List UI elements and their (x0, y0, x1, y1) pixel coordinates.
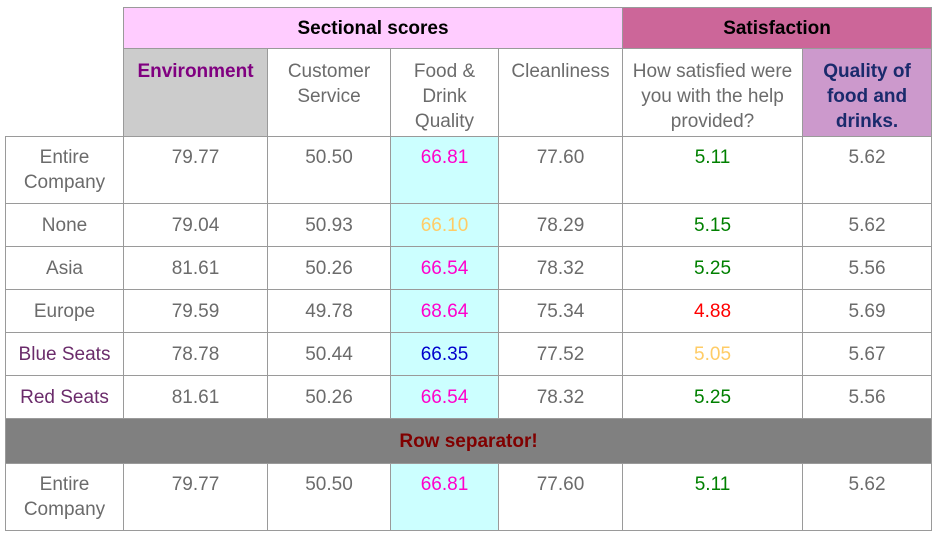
food-drink-quality-cell: 66.35 (390, 332, 499, 376)
quality-food-drinks-cell: 5.62 (802, 463, 933, 531)
corner-blank (6, 49, 124, 137)
cleanliness-cell: 77.60 (497, 136, 624, 204)
quality-food-drinks-cell: 5.56 (802, 246, 933, 290)
scores-table: Sectional scores Satisfaction Environmen… (4, 7, 933, 531)
customer-service-cell: 50.26 (267, 375, 391, 419)
row-label: None (5, 203, 124, 247)
row-separator: Row separator! (4, 418, 933, 464)
environment-cell: 79.77 (123, 136, 268, 204)
separator-row: Row separator! (4, 418, 933, 464)
row-label: Entire Company (5, 136, 124, 204)
help-satisfaction-cell: 4.88 (622, 289, 804, 333)
help-satisfaction-cell: 5.15 (622, 203, 804, 247)
food-drink-quality-cell: 66.54 (390, 246, 499, 290)
help-satisfaction-cell: 5.11 (622, 463, 804, 531)
table-row: None 79.04 50.93 66.10 78.29 5.15 5.62 (5, 203, 933, 247)
food-drink-quality-cell: 66.81 (390, 136, 499, 204)
cleanliness-cell: 77.52 (497, 332, 624, 376)
cleanliness-cell: 77.60 (497, 463, 624, 531)
row-label: Entire Company (5, 463, 124, 531)
column-header-customer-service: Customer Service (267, 48, 391, 137)
customer-service-cell: 49.78 (267, 289, 391, 333)
row-label: Europe (5, 289, 124, 333)
customer-service-cell: 50.26 (267, 246, 391, 290)
column-header-food-drink-quality: Food & Drink Quality (390, 48, 499, 137)
corner-blank (6, 8, 124, 49)
help-satisfaction-cell: 5.25 (622, 246, 804, 290)
column-header-row: Environment Customer Service Food & Drin… (6, 48, 933, 137)
quality-food-drinks-cell: 5.62 (802, 136, 933, 204)
quality-food-drinks-cell: 5.69 (802, 289, 933, 333)
table-row: Europe 79.59 49.78 68.64 75.34 4.88 5.69 (5, 289, 933, 333)
column-header-environment: Environment (123, 48, 268, 137)
quality-food-drinks-cell: 5.56 (802, 375, 933, 419)
food-drink-quality-cell: 66.81 (390, 463, 499, 531)
row-label: Asia (5, 246, 124, 290)
customer-service-cell: 50.50 (267, 136, 391, 204)
sectional-scores-header: Sectional scores (122, 7, 624, 49)
food-drink-quality-cell: 66.54 (390, 375, 499, 419)
help-satisfaction-cell: 5.11 (622, 136, 804, 204)
environment-cell: 79.59 (123, 289, 268, 333)
food-drink-quality-cell: 68.64 (390, 289, 499, 333)
environment-cell: 79.77 (123, 463, 268, 531)
customer-service-cell: 50.50 (267, 463, 391, 531)
column-header-quality-food-drinks: Quality of food and drinks. (802, 48, 933, 137)
quality-food-drinks-cell: 5.67 (802, 332, 933, 376)
column-header-help-satisfaction: How satisfied were you with the help pro… (622, 48, 804, 137)
food-drink-quality-cell: 66.10 (390, 203, 499, 247)
table-row: Blue Seats 78.78 50.44 66.35 77.52 5.05 … (5, 332, 933, 376)
cleanliness-cell: 78.29 (497, 203, 624, 247)
customer-service-cell: 50.93 (267, 203, 391, 247)
cleanliness-cell: 78.32 (497, 246, 624, 290)
cleanliness-cell: 78.32 (497, 375, 624, 419)
row-label: Blue Seats (5, 332, 124, 376)
quality-food-drinks-cell: 5.62 (802, 203, 933, 247)
cleanliness-cell: 75.34 (497, 289, 624, 333)
help-satisfaction-cell: 5.25 (622, 375, 804, 419)
group-header-row: Sectional scores Satisfaction (6, 7, 933, 49)
table-row: Entire Company 79.77 50.50 66.81 77.60 5… (5, 136, 933, 204)
help-satisfaction-cell: 5.05 (622, 332, 804, 376)
table-row: Red Seats 81.61 50.26 66.54 78.32 5.25 5… (5, 375, 933, 419)
environment-cell: 81.61 (123, 246, 268, 290)
table-row: Asia 81.61 50.26 66.54 78.32 5.25 5.56 (5, 246, 933, 290)
environment-cell: 79.04 (123, 203, 268, 247)
column-header-cleanliness: Cleanliness (497, 48, 624, 137)
row-label: Red Seats (5, 375, 124, 419)
table-row: Entire Company 79.77 50.50 66.81 77.60 5… (5, 463, 933, 531)
satisfaction-header: Satisfaction (622, 7, 933, 49)
environment-cell: 78.78 (123, 332, 268, 376)
customer-service-cell: 50.44 (267, 332, 391, 376)
environment-cell: 81.61 (123, 375, 268, 419)
